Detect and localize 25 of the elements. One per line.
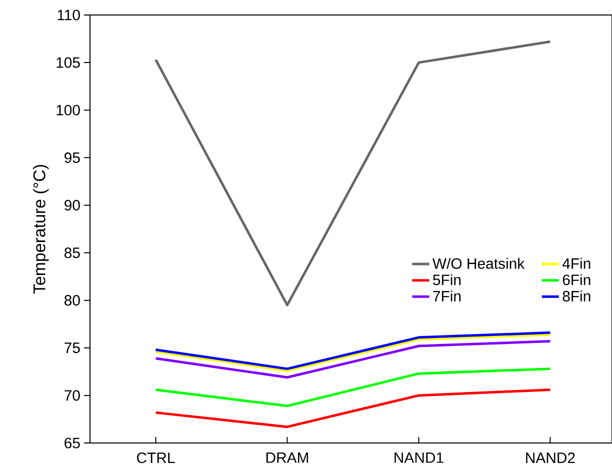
y-tick-label: 100 (56, 104, 80, 116)
legend-label: 6Fin (562, 274, 590, 286)
legend-label: W/O Heatsink (432, 258, 525, 269)
line-series (154, 368, 552, 408)
y-tick-label: 70 (64, 390, 80, 401)
y-tick-label: 75 (64, 342, 80, 354)
x-tick-label: CTRL (137, 452, 175, 464)
legend-label: 4Fin (562, 258, 590, 269)
y-tick-label: 90 (64, 200, 80, 211)
y-tick-label: 80 (64, 295, 80, 306)
x-tick-label: NAND1 (394, 452, 444, 463)
line-series (154, 340, 552, 379)
y-tick-label: 105 (56, 57, 80, 68)
y-axis-title: Temperature (°C) (32, 165, 49, 294)
legend-label: 7Fin (433, 290, 461, 302)
x-tick-label: DRAM (266, 452, 308, 463)
legend-label: 5Fin (433, 274, 461, 286)
y-tick-label: 85 (64, 247, 80, 258)
legend-label: 8Fin (562, 290, 590, 302)
y-tick-label: 110 (58, 10, 80, 20)
x-tick-label: NAND2 (526, 452, 575, 463)
y-tick-label: 95 (64, 152, 80, 163)
line-series (154, 40, 552, 306)
line-series (154, 388, 552, 428)
y-tick-label: 65 (64, 438, 80, 448)
